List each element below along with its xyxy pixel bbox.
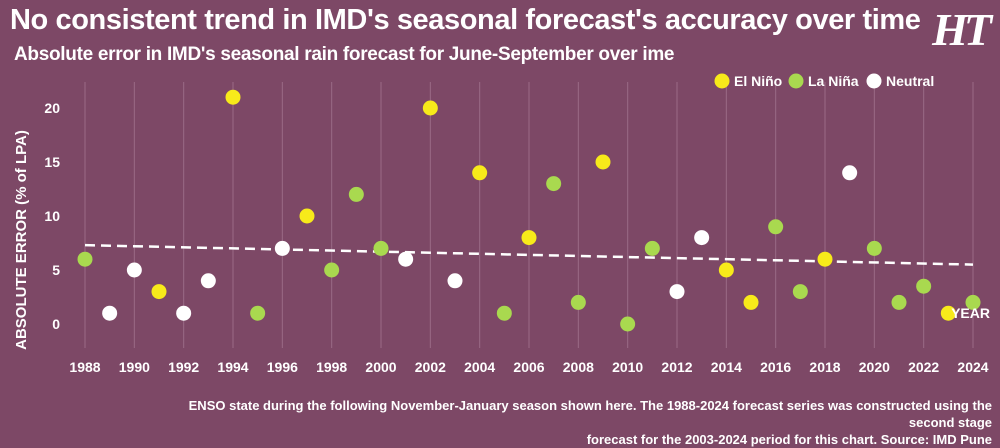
x-axis-label: YEAR (951, 305, 990, 321)
data-point-2013 (694, 230, 710, 246)
data-point-2018 (817, 251, 833, 267)
ht-logo: HT (932, 4, 992, 55)
data-point-2014 (718, 262, 734, 278)
x-tick-label: 2020 (859, 359, 890, 375)
x-tick-label: 2022 (908, 359, 939, 375)
data-point-2006 (521, 230, 537, 246)
data-point-2008 (570, 294, 586, 310)
y-tick-label: 5 (52, 262, 60, 278)
data-points (77, 89, 981, 332)
chart-legend: El Niño La Niña Neutral (714, 73, 934, 89)
data-point-2004 (472, 165, 488, 181)
scatter-chart: 0 5 10 15 20 1988 1990 1992 1994 1996 1998 2000 200… (13, 73, 990, 375)
data-point-2012 (669, 284, 685, 300)
y-tick-label: 20 (44, 100, 60, 116)
x-tick-label: 2010 (612, 359, 643, 375)
data-point-1989 (102, 305, 118, 321)
data-point-1997 (299, 208, 315, 224)
data-point-1988 (77, 251, 93, 267)
x-tick-label: 2006 (513, 359, 544, 375)
legend-marker (714, 73, 730, 89)
x-tick-label: 2016 (760, 359, 791, 375)
x-tick-label: 2018 (809, 359, 840, 375)
data-point-2016 (768, 219, 784, 235)
data-point-2011 (644, 240, 660, 256)
x-tick-label: 1998 (316, 359, 347, 375)
data-point-2001 (398, 251, 414, 267)
x-tick-label: 1990 (119, 359, 150, 375)
chart-grid (84, 82, 974, 348)
x-tick-label: 2024 (957, 359, 988, 375)
data-point-1992 (176, 305, 192, 321)
data-point-2005 (496, 305, 512, 321)
legend-label: La Niña (808, 73, 859, 89)
x-tick-label: 2014 (711, 359, 742, 375)
data-point-1998 (324, 262, 340, 278)
x-tick-label: 1996 (267, 359, 298, 375)
data-point-1991 (151, 284, 167, 300)
data-point-1996 (274, 240, 290, 256)
data-point-2015 (743, 294, 759, 310)
chart-title: No consistent trend in IMD's seasonal fo… (10, 4, 921, 36)
x-tick-label: 1988 (69, 359, 100, 375)
x-tick-label: 2008 (563, 359, 594, 375)
data-point-2000 (373, 240, 389, 256)
data-point-2024 (965, 294, 981, 310)
footnote-line-1: ENSO state during the following November… (188, 398, 992, 430)
data-point-2020 (866, 240, 882, 256)
chart-subtitle: Absolute error in IMD's seasonal rain fo… (14, 44, 675, 65)
data-point-2010 (620, 316, 636, 332)
x-tick-label: 2004 (464, 359, 495, 375)
data-point-1993 (200, 273, 216, 289)
data-point-2021 (891, 294, 907, 310)
data-point-2009 (595, 154, 611, 170)
legend-marker (866, 73, 882, 89)
data-point-2023 (940, 305, 956, 321)
data-point-2002 (422, 100, 438, 116)
x-tick-label: 1992 (168, 359, 199, 375)
y-axis-label: ABSOLUTE ERROR (% of LPA) (13, 130, 30, 350)
footnote: ENSO state during the following November… (172, 397, 992, 448)
legend-marker (788, 73, 804, 89)
data-point-1994 (225, 89, 241, 105)
footnote-line-2: forecast for the 2003-2024 period for th… (586, 432, 992, 447)
y-tick-label: 10 (44, 208, 60, 224)
legend-label: El Niño (734, 73, 782, 89)
data-point-2017 (792, 284, 808, 300)
data-point-2007 (546, 176, 562, 192)
data-point-1999 (348, 186, 364, 202)
data-point-2022 (916, 278, 932, 294)
data-point-1995 (250, 305, 266, 321)
y-tick-label: 0 (52, 316, 60, 332)
data-point-2019 (842, 165, 858, 181)
y-tick-labels: 0 5 10 15 20 (44, 100, 60, 332)
data-point-2003 (447, 273, 463, 289)
data-point-1990 (126, 262, 142, 278)
x-tick-label: 2012 (661, 359, 692, 375)
x-tick-label: 1994 (217, 359, 248, 375)
x-tick-label: 2000 (365, 359, 396, 375)
y-tick-label: 15 (44, 154, 60, 170)
x-tick-label: 2002 (415, 359, 446, 375)
legend-label: Neutral (886, 73, 934, 89)
x-tick-labels: 1988 1990 1992 1994 1996 1998 2000 2002 2004 2006… (69, 359, 988, 375)
